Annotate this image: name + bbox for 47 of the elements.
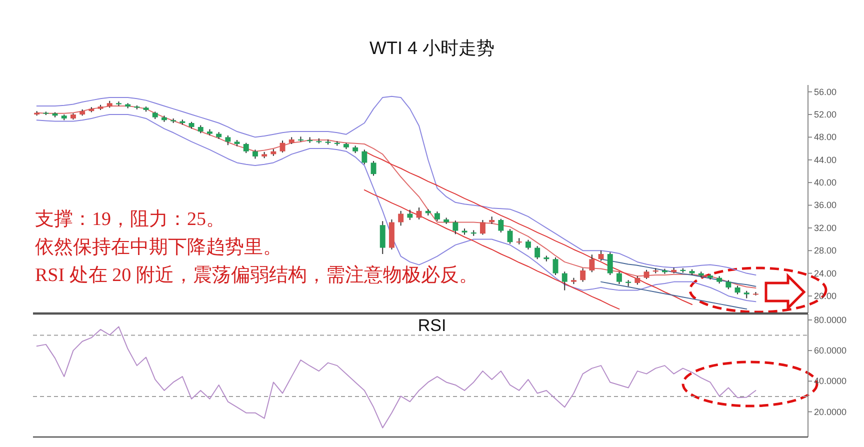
y-tick-label: 80.0000 <box>814 314 847 325</box>
candlestick <box>452 220 458 235</box>
candlestick <box>280 140 286 153</box>
candlestick <box>434 210 440 222</box>
candlestick <box>225 134 231 146</box>
candlestick <box>534 246 540 260</box>
line-series <box>364 150 693 305</box>
y-tick-label: 48.00 <box>814 132 837 142</box>
y-tick-label: 56.00 <box>814 86 837 97</box>
candlestick <box>398 210 404 226</box>
y-tick-label: 52.00 <box>814 109 837 120</box>
candlestick <box>507 228 513 244</box>
candlestick <box>370 160 376 176</box>
y-tick-label: 40.00 <box>814 178 837 188</box>
y-tick-label: 40.0000 <box>814 376 847 386</box>
y-tick-label: 24.00 <box>814 268 837 278</box>
candlestick <box>525 239 531 250</box>
candlestick <box>252 149 258 160</box>
line-series <box>364 189 620 310</box>
candlestick <box>498 218 504 233</box>
candlestick <box>407 209 413 220</box>
y-tick-label: 44.00 <box>814 154 837 165</box>
candlestick <box>616 271 622 285</box>
candlestick <box>580 268 586 282</box>
candlestick <box>380 220 386 255</box>
candlestick <box>598 250 604 262</box>
y-tick-label: 60.0000 <box>814 346 847 356</box>
chart-title: RSI <box>418 316 446 335</box>
annotation: 依然保持在中期下降趋势里。 <box>35 237 282 258</box>
candlestick <box>589 254 595 273</box>
candlestick <box>480 219 486 236</box>
candlestick <box>607 252 613 276</box>
candlestick <box>726 280 732 290</box>
line-series <box>600 281 748 310</box>
candlestick <box>243 142 249 154</box>
y-tick-label: 20.0000 <box>814 406 847 417</box>
y-tick-label: 28.00 <box>814 246 837 256</box>
candlestick <box>362 149 368 165</box>
annotation: RSI 处在 20 附近，震荡偏弱结构，需注意物极必反。 <box>35 264 478 286</box>
candlestick <box>562 271 568 291</box>
candlestick <box>416 207 422 220</box>
candlestick <box>644 269 650 280</box>
y-tick-label: 36.00 <box>814 200 837 210</box>
annotation: 支撑：19，阻力：25。 <box>35 209 225 230</box>
chart-title: WTI 4 小时走势 <box>370 38 494 58</box>
y-tick-label: 32.00 <box>814 222 837 233</box>
candlestick <box>552 256 558 276</box>
